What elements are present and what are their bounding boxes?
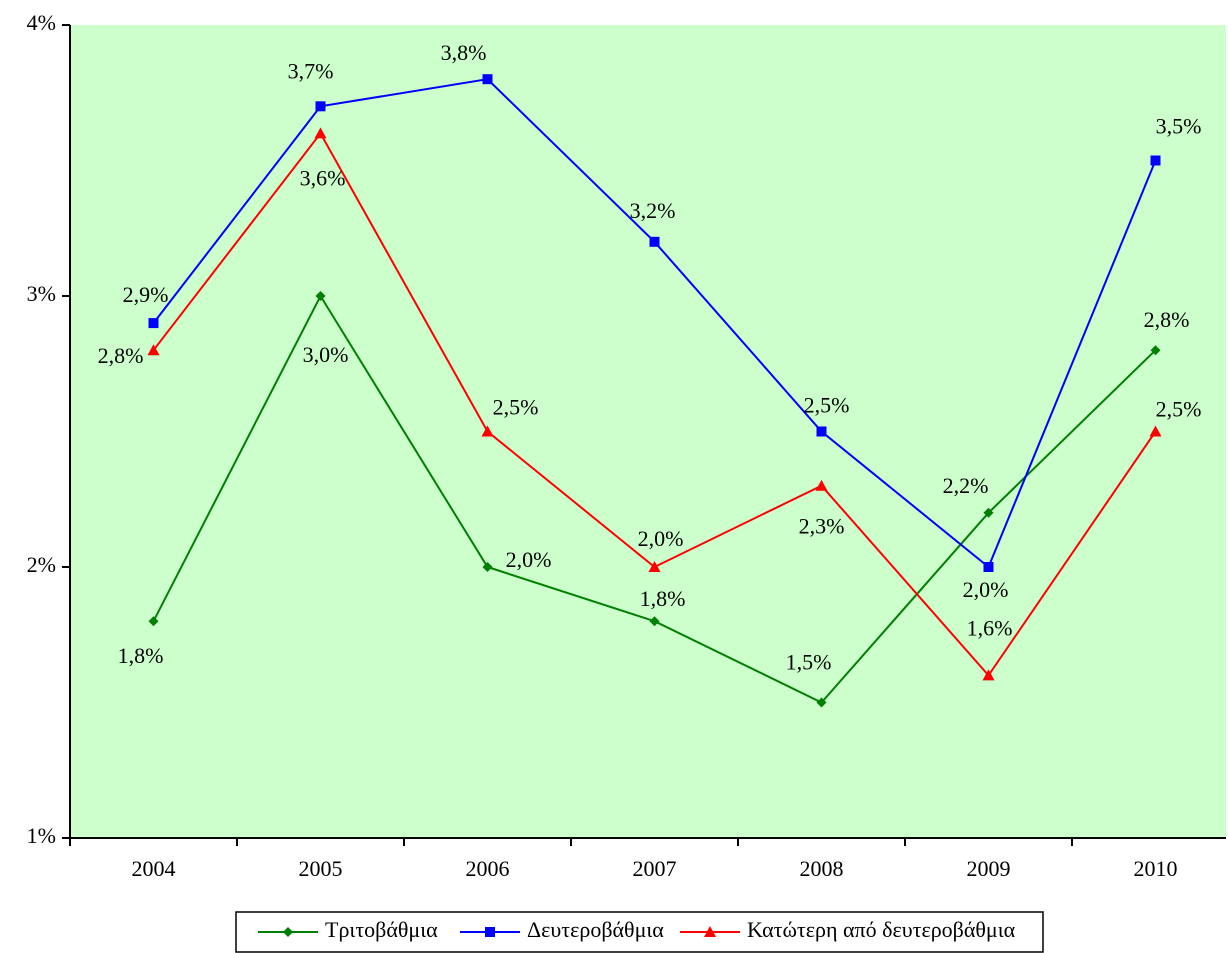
data-label: 2,0%	[638, 526, 684, 551]
legend-marker	[283, 927, 293, 937]
data-point	[1150, 345, 1161, 356]
data-point	[982, 669, 995, 681]
data-label: 3,6%	[300, 165, 346, 190]
data-point	[649, 616, 660, 627]
y-tick-label: 1%	[27, 823, 56, 848]
data-label: 1,6%	[967, 615, 1013, 640]
data-point	[482, 74, 493, 85]
legend-label: Δευτεροβάθμια	[527, 917, 664, 942]
data-label: 2,5%	[1156, 397, 1202, 422]
y-tick-label: 3%	[27, 281, 56, 306]
data-point	[315, 101, 326, 112]
data-point	[1150, 155, 1161, 166]
data-point	[815, 479, 828, 491]
x-tick-label: 2008	[800, 856, 844, 881]
data-point	[482, 562, 493, 572]
data-point	[983, 562, 994, 572]
data-label: 2,0%	[506, 547, 552, 572]
data-point	[1149, 425, 1162, 437]
data-label: 3,5%	[1156, 114, 1202, 139]
data-point	[147, 344, 160, 356]
data-label: 1,8%	[640, 586, 686, 611]
data-label: 3,7%	[288, 58, 334, 83]
data-label: 2,5%	[804, 393, 850, 418]
data-label: 2,3%	[799, 514, 845, 539]
legend-label: Τριτοβάθμια	[325, 917, 438, 942]
data-point	[816, 697, 827, 708]
legend-marker	[485, 927, 495, 937]
x-tick-label: 2007	[633, 856, 677, 881]
data-point	[314, 127, 327, 139]
x-tick-label: 2004	[132, 856, 176, 881]
y-tick-label: 2%	[27, 552, 56, 577]
data-point	[816, 426, 827, 437]
legend-label: Κατώτερη από δευτεροβάθμια	[747, 917, 1016, 942]
data-label: 3,2%	[630, 198, 676, 223]
x-tick-label: 2009	[967, 856, 1011, 881]
data-label: 1,8%	[118, 643, 164, 668]
data-point	[648, 561, 661, 572]
y-tick-label: 4%	[27, 10, 56, 35]
data-label: 3,8%	[441, 40, 487, 65]
legend	[235, 911, 1044, 953]
x-tick-label: 2010	[1134, 856, 1178, 881]
data-label: 1,5%	[786, 650, 832, 675]
x-tick-label: 2005	[299, 856, 343, 881]
x-tick-label: 2006	[466, 856, 510, 881]
data-point	[649, 236, 660, 247]
legend-marker	[704, 926, 716, 937]
data-point	[481, 425, 494, 437]
data-label: 2,5%	[493, 395, 539, 420]
data-point	[148, 616, 159, 627]
data-point	[315, 291, 326, 301]
data-label: 2,8%	[98, 343, 144, 368]
data-label: 2,0%	[963, 577, 1009, 602]
data-label: 2,2%	[943, 473, 989, 498]
data-point	[148, 318, 159, 329]
data-label: 2,8%	[1144, 307, 1190, 332]
plot-area	[70, 25, 1226, 838]
data-label: 3,0%	[303, 342, 349, 367]
data-label: 2,9%	[123, 282, 169, 307]
data-point	[983, 507, 994, 518]
